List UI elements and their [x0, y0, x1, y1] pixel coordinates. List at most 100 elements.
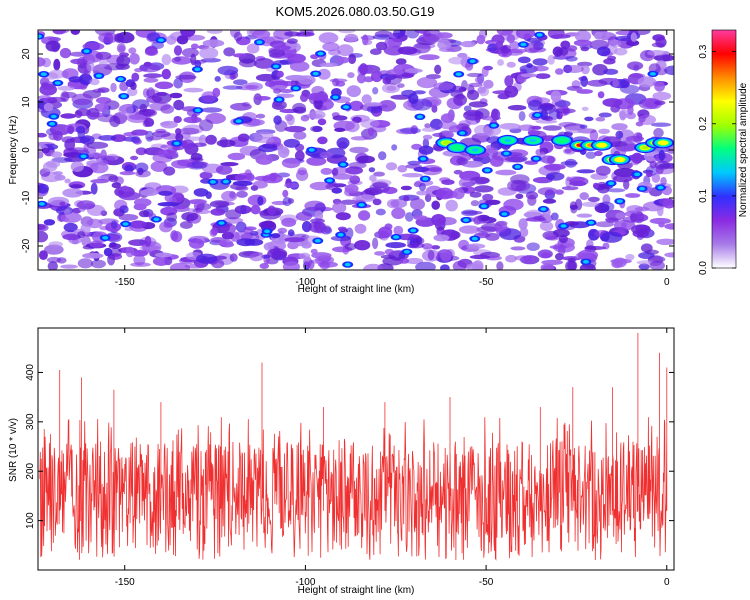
- heatmap-cell: [119, 205, 129, 214]
- heatmap-cell: [219, 239, 233, 246]
- heatmap-cell: [463, 105, 472, 112]
- heatmap-cell: [199, 47, 219, 60]
- heatmap-blob: [636, 185, 648, 192]
- heatmap-cell: [453, 169, 463, 175]
- heatmap-cell: [381, 83, 400, 94]
- heatmap-cell: [407, 160, 421, 166]
- heatmap-cell: [190, 43, 199, 50]
- x-tick-label: -100: [295, 277, 315, 288]
- heatmap-cell: [542, 125, 562, 131]
- heatmap-cell: [254, 175, 272, 181]
- heatmap-cell: [43, 161, 58, 172]
- heatmap-cell: [631, 152, 643, 164]
- heatmap-blob: [254, 39, 265, 46]
- heatmap-cell: [143, 77, 159, 83]
- heatmap-cell: [44, 244, 64, 255]
- heatmap-cell: [596, 46, 611, 57]
- heatmap-cell: [614, 47, 628, 56]
- heatmap-blob: [273, 96, 285, 103]
- heatmap-cell: [332, 166, 350, 175]
- heatmap-cell: [403, 195, 410, 202]
- heatmap-cell: [510, 246, 526, 251]
- heatmap-cell: [259, 263, 270, 269]
- heatmap-cell: [301, 241, 312, 249]
- heatmap-cell: [156, 149, 179, 158]
- heatmap-cell: [284, 125, 307, 133]
- heatmap-cell: [631, 224, 651, 235]
- heatmap-cell: [618, 109, 629, 119]
- heatmap-blob: [414, 113, 426, 121]
- heatmap-blob: [631, 171, 643, 178]
- x-tick: -100: [295, 328, 316, 588]
- heatmap-cell: [223, 47, 236, 57]
- heatmap-cell: [400, 185, 412, 191]
- heatmap-cell: [255, 96, 271, 101]
- heatmap-cell: [602, 98, 623, 107]
- heatmap-blob: [655, 184, 667, 191]
- colorbar-ticks: 0.0 0.1 0.2 0.3: [698, 44, 736, 275]
- heatmap-cell: [128, 47, 137, 54]
- heatmap-cell: [349, 100, 364, 111]
- y-tick-label: 20: [21, 48, 32, 60]
- heatmap-cell: [656, 238, 674, 245]
- x-tick: -50: [479, 328, 494, 588]
- heatmap-cell: [293, 106, 307, 114]
- heatmap-cell: [301, 221, 312, 233]
- heatmap-blob: [456, 129, 468, 137]
- heatmap-cell: [386, 199, 400, 209]
- heatmap-blob: [512, 163, 524, 170]
- heatmap-cell: [466, 243, 486, 249]
- heatmap-cell: [431, 200, 441, 210]
- heatmap-cell: [173, 45, 183, 56]
- colorbar-tick: 0.1: [698, 188, 736, 203]
- heatmap-blob: [481, 167, 493, 174]
- x-tick-label: -150: [115, 277, 135, 288]
- heatmap-cell: [466, 89, 480, 101]
- heatmap-cell: [53, 130, 63, 141]
- heatmap-cell: [181, 48, 199, 58]
- heatmap-cell: [135, 162, 149, 173]
- heatmap-cell: [309, 181, 332, 191]
- heatmap-cell: [594, 31, 603, 40]
- heatmap-blob: [192, 107, 204, 114]
- y-tick-label: 400: [25, 364, 36, 381]
- heatmap-blob: [401, 248, 413, 255]
- heatmap-cell: [552, 228, 570, 238]
- heatmap-cell: [146, 136, 163, 141]
- heatmap-cell: [69, 184, 83, 189]
- heatmap-cell: [433, 234, 450, 242]
- heatmap-cell: [317, 68, 331, 80]
- heatmap-blob: [478, 203, 490, 210]
- heatmap-cell: [76, 200, 96, 210]
- heatmap-cell: [506, 61, 516, 68]
- heatmap-blob: [500, 150, 512, 157]
- heatmap-cell: [543, 163, 566, 171]
- heatmap-cell: [110, 220, 118, 230]
- heatmap-cell: [268, 48, 285, 58]
- heatmap-cell: [584, 116, 594, 122]
- heatmap-cell: [349, 146, 369, 154]
- heatmap-cell: [317, 136, 328, 145]
- heatmap-cell: [237, 133, 250, 142]
- heatmap-cell: [386, 69, 404, 76]
- heatmap-cell: [273, 115, 282, 125]
- heatmap-cell: [452, 260, 467, 270]
- heatmap-cell: [70, 58, 86, 65]
- heatmap-cell: [490, 113, 498, 118]
- heatmap-cell: [641, 97, 661, 108]
- heatmap-cell: [620, 84, 640, 94]
- heatmap-cell: [368, 167, 376, 173]
- heatmap-blob: [330, 94, 341, 101]
- heatmap-cell: [604, 217, 618, 222]
- heatmap-cell: [382, 256, 404, 266]
- heatmap-cell: [474, 76, 484, 84]
- heatmap-cell: [638, 114, 656, 126]
- heatmap-cell: [540, 109, 548, 120]
- heatmap-hotspot: [522, 134, 545, 146]
- heatmap-blob: [558, 222, 570, 230]
- heatmap-cell: [258, 144, 278, 153]
- heatmap-cell: [129, 53, 140, 65]
- heatmap-cell: [205, 134, 217, 145]
- heatmap-cell: [150, 161, 168, 172]
- heatmap-cell: [79, 84, 87, 90]
